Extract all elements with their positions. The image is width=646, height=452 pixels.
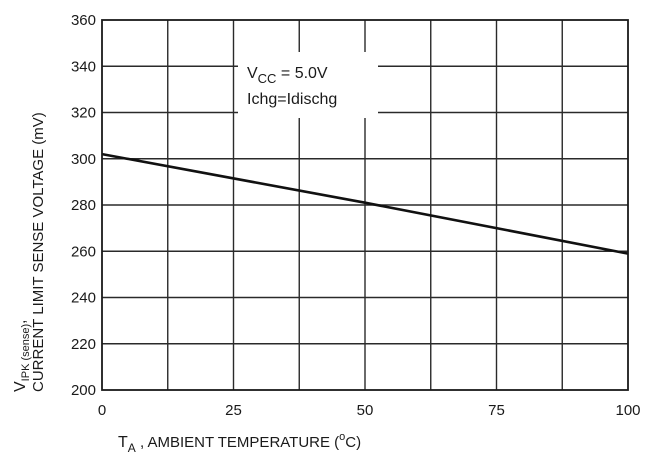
annotation-background xyxy=(238,52,378,118)
x-tick-label: 50 xyxy=(357,402,374,419)
x-axis-title: TA , AMBIENT TEMPERATURE (oC) xyxy=(118,431,361,452)
series-line-0 xyxy=(101,152,629,255)
annotation-vcc-value: = 5.0V xyxy=(276,65,327,82)
y-tick-label: 360 xyxy=(71,12,96,29)
annotation-vcc-subscript: CC xyxy=(258,71,277,86)
x-tick-label: 25 xyxy=(225,402,242,419)
plot-frame xyxy=(101,19,629,391)
y-tick-label: 340 xyxy=(71,58,96,75)
x-axis-text: , AMBIENT TEMPERATURE ( xyxy=(136,434,339,451)
x-tick-label: 0 xyxy=(98,402,106,419)
y-tick-label: 300 xyxy=(71,151,96,168)
x-axis-symbol: T xyxy=(118,434,128,451)
y-axis-line1-suffix: , xyxy=(12,320,29,324)
y-axis-title: VIPK (sense), CURRENT LIMIT SENSE VOLTAG… xyxy=(12,112,47,392)
y-tick-label: 240 xyxy=(71,290,96,307)
x-axis-unit: C) xyxy=(345,434,361,451)
x-axis-subscript: A xyxy=(128,441,136,452)
y-tick-label: 280 xyxy=(71,197,96,214)
x-tick-label: 75 xyxy=(488,402,505,419)
annotation-vcc: VCC = 5.0V xyxy=(247,65,328,86)
y-tick-label: 260 xyxy=(71,243,96,260)
annotation-charge-current: Ichg=Idischg xyxy=(247,91,337,108)
y-axis-title-line1: VIPK (sense), xyxy=(12,320,32,392)
y-axis-title-line2: CURRENT LIMIT SENSE VOLTAGE (mV) xyxy=(30,112,47,392)
y-axis-subscript: IPK (sense) xyxy=(20,324,32,381)
y-tick-label: 320 xyxy=(71,105,96,122)
tick-labels: 200 220 240 260 280 300 320 340 360 0 25 50 75 100 xyxy=(71,12,641,419)
y-tick-label: 200 xyxy=(71,382,96,399)
x-axis-unit-superscript: o xyxy=(339,431,345,443)
annotation: VCC = 5.0V Ichg=Idischg xyxy=(238,52,378,118)
y-axis-symbol: V xyxy=(12,381,29,392)
annotation-vcc-symbol: V xyxy=(247,65,258,82)
y-tick-label: 220 xyxy=(71,336,96,353)
x-tick-label: 100 xyxy=(615,402,640,419)
series-layer xyxy=(101,152,629,255)
